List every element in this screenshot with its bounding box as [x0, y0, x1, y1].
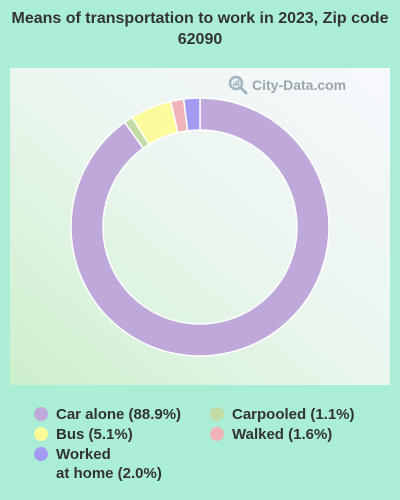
legend-item-worked-at-home: Worked at home (2.0%) — [34, 445, 162, 483]
legend-label: Car alone (88.9%) — [56, 406, 182, 423]
legend-swatch — [34, 447, 48, 461]
magnifier-logo-icon — [228, 75, 248, 95]
legend-swatch — [210, 407, 224, 421]
legend-label: Carpooled (1.1%) — [232, 406, 355, 423]
legend-item-carpooled: Carpooled (1.1%) — [210, 405, 355, 424]
donut-slice-car-alone — [70, 97, 330, 357]
legend-item-walked: Walked (1.6%) — [210, 425, 332, 444]
chart-title: Means of transportation to work in 2023,… — [11, 10, 389, 48]
donut-chart — [70, 97, 330, 357]
legend-label: Bus (5.1%) — [56, 426, 133, 443]
legend-item-bus: Bus (5.1%) — [34, 425, 133, 444]
legend: Car alone (88.9%) Carpooled (1.1%) Bus (5.… — [0, 400, 400, 490]
legend-label: Worked at home (2.0%) — [56, 446, 162, 482]
legend-item-car-alone: Car alone (88.9%) — [34, 405, 181, 424]
watermark-text: City-Data.com — [252, 77, 347, 93]
legend-swatch — [34, 407, 48, 421]
donut-slice-worked-at-home — [182, 97, 201, 132]
legend-swatch — [210, 427, 224, 441]
legend-label: Walked (1.6%) — [232, 426, 333, 443]
legend-swatch — [34, 427, 48, 441]
watermark: City-Data.com — [228, 75, 346, 95]
